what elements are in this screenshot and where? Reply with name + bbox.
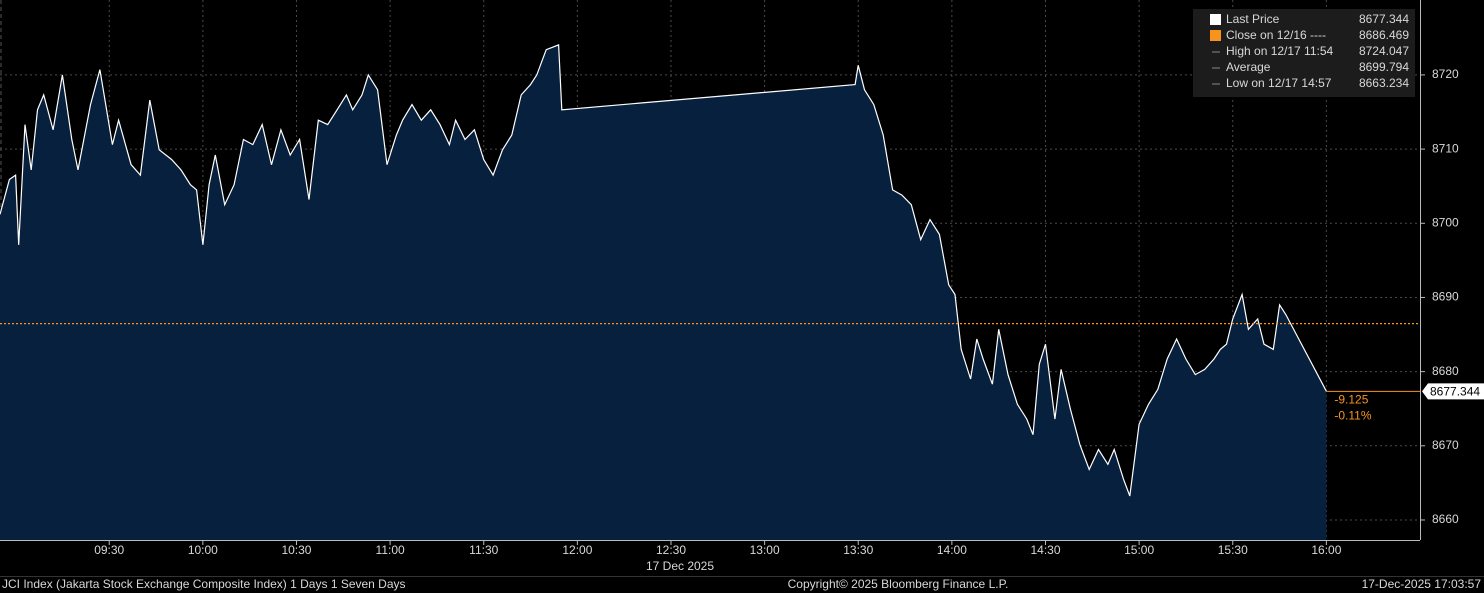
- footer-right: 17-Dec-2025 17:03:57: [1362, 577, 1482, 591]
- legend-value: 8663.234: [1359, 76, 1409, 90]
- legend-label: Last Price: [1226, 12, 1280, 26]
- x-tick-label: 13:00: [750, 543, 780, 557]
- legend-label: Low on 12/17 14:57: [1226, 76, 1332, 90]
- x-tick-label: 14:30: [1030, 543, 1060, 557]
- x-tick-label: 15:30: [1218, 543, 1248, 557]
- footer-left: JCI Index (Jakarta Stock Exchange Compos…: [2, 577, 406, 591]
- change: -9.125: [1334, 392, 1368, 406]
- y-tick-label: 8660: [1432, 512, 1459, 526]
- legend-label: High on 12/17 11:54: [1226, 44, 1334, 58]
- change-percent: -0.11%: [1334, 408, 1371, 422]
- x-tick-label: 11:30: [469, 543, 498, 557]
- price-area: [0, 44, 1327, 541]
- x-tick-label: 12:30: [656, 543, 686, 557]
- legend-value: 8699.794: [1359, 60, 1409, 74]
- legend-value: 8686.469: [1359, 28, 1409, 42]
- x-tick-label: 15:00: [1124, 543, 1154, 557]
- x-axis-date: 17 Dec 2025: [646, 559, 714, 573]
- y-tick-label: 8670: [1432, 438, 1459, 452]
- last-price-tag-label: 8677.344: [1430, 384, 1480, 398]
- legend-label: Average: [1226, 60, 1271, 74]
- x-tick-label: 09:30: [94, 543, 124, 557]
- y-tick-label: 8710: [1432, 141, 1459, 155]
- legend-swatch: [1210, 14, 1221, 25]
- legend-value: 8724.047: [1359, 44, 1409, 58]
- y-tick-label: 8680: [1432, 364, 1459, 378]
- x-tick-label: 11:00: [376, 543, 405, 557]
- x-tick-label: 13:30: [843, 543, 873, 557]
- legend-box: [1193, 9, 1415, 97]
- x-tick-label: 10:00: [188, 543, 218, 557]
- legend-swatch: [1210, 30, 1221, 41]
- y-tick-label: 8700: [1432, 215, 1459, 229]
- legend-label: Close on 12/16 ----: [1226, 28, 1326, 42]
- x-tick-label: 10:30: [281, 543, 311, 557]
- y-tick-label: 8690: [1432, 290, 1459, 304]
- price-line: [0, 44, 1327, 497]
- legend-value: 8677.344: [1359, 12, 1409, 26]
- x-tick-label: 12:00: [562, 543, 592, 557]
- plot-area: [0, 0, 1420, 541]
- footer-center: Copyright© 2025 Bloomberg Finance L.P.: [788, 577, 1009, 591]
- x-tick-label: 16:00: [1311, 543, 1341, 557]
- y-tick-label: 8720: [1432, 67, 1459, 81]
- last-price-tag: [1422, 383, 1484, 400]
- x-tick-label: 14:00: [937, 543, 967, 557]
